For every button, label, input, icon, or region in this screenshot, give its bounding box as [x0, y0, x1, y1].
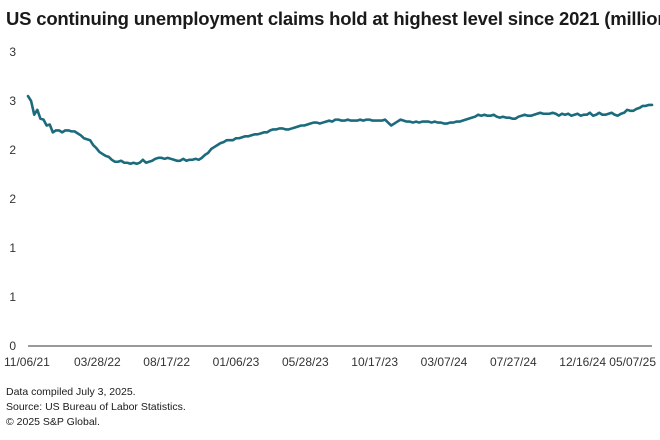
y-tick-label: 3 — [9, 45, 16, 59]
note-compiled: Data compiled July 3, 2025. — [6, 386, 136, 398]
y-tick-label: 3 — [9, 94, 16, 108]
y-axis-ticks: 0 1 1 2 2 3 3 — [9, 45, 16, 353]
x-tick-label: 07/27/24 — [490, 355, 537, 369]
chart-notes: Data compiled July 3, 2025. Source: US B… — [6, 385, 186, 430]
note-copyright: © 2025 S&P Global. — [6, 416, 100, 428]
x-tick-label: 03/28/22 — [74, 355, 121, 369]
note-source: Source: US Bureau of Labor Statistics. — [6, 401, 186, 413]
x-tick-label: 03/07/24 — [421, 355, 468, 369]
x-tick-label: 10/17/23 — [351, 355, 398, 369]
chart-title: US continuing unemployment claims hold a… — [6, 8, 660, 29]
x-tick-label: 12/16/24 — [559, 355, 606, 369]
x-tick-label: 01/06/23 — [213, 355, 260, 369]
series-line — [26, 94, 654, 166]
x-tick-label: 11/06/21 — [4, 355, 50, 369]
y-tick-label: 2 — [9, 143, 16, 157]
x-tick-label: 08/17/22 — [143, 355, 190, 369]
y-tick-label: 2 — [9, 192, 16, 206]
x-tick-label: 05/28/23 — [282, 355, 329, 369]
y-tick-label: 1 — [9, 290, 16, 304]
x-axis-ticks: 11/06/21 03/28/22 08/17/22 01/06/23 05/28/23… — [4, 355, 656, 369]
y-tick-label: 1 — [9, 241, 16, 255]
y-tick-label: 0 — [9, 339, 16, 353]
x-tick-label: 05/07/25 — [609, 355, 656, 369]
